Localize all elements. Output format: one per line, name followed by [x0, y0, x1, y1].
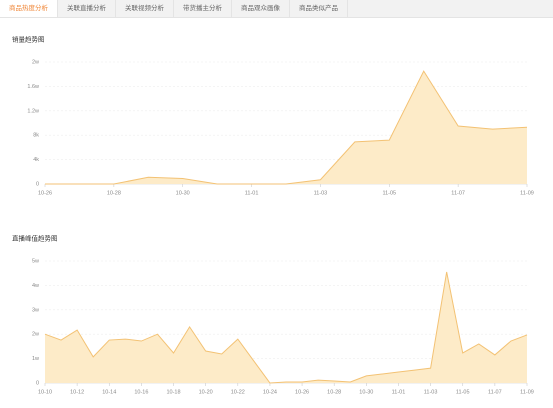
chart-title: 销量趋势图 [12, 35, 45, 44]
chart-title: 直播峰值趋势图 [12, 234, 58, 243]
x-tick-label: 10-16 [134, 389, 148, 395]
x-tick-label: 10-26 [295, 389, 309, 395]
y-tick-label: 1.6w [27, 84, 39, 90]
x-tick-label: 10-28 [327, 389, 341, 395]
y-tick-label: 1w [32, 356, 39, 362]
x-tick-label: 11-05 [382, 190, 396, 196]
area-fill [45, 71, 527, 184]
x-tick-label: 10-30 [176, 190, 190, 196]
y-tick-label: 8k [33, 133, 39, 139]
y-tick-label: 4w [32, 283, 39, 289]
x-tick-label: 11-05 [456, 389, 470, 395]
y-tick-label: 2w [32, 332, 39, 338]
x-tick-label: 11-03 [314, 190, 328, 196]
x-tick-label: 10-10 [38, 389, 52, 395]
x-tick-label: 11-01 [392, 389, 406, 395]
x-tick-label: 10-12 [70, 389, 84, 395]
area-line [44, 271, 528, 384]
x-tick-label: 11-09 [520, 389, 534, 395]
tab[interactable]: 商品类似产品 [290, 0, 348, 17]
tab-bar: 商品热度分析 关联直播分析 关联视频分析 带货播主分析 商品观众画像 商品类似产品 [0, 0, 553, 18]
x-tick-label: 10-24 [263, 389, 277, 395]
area-fill [45, 271, 527, 383]
y-tick-label: 1.2w [27, 108, 39, 114]
charts: 销量趋势图 0 4k 8k 1.2w 1.6w 2w 10-26 10-28 10-30 11-01… [12, 35, 534, 396]
tab[interactable]: 商品观众画像 [232, 0, 290, 17]
x-tick-label: 10-18 [166, 389, 180, 395]
x-tick-label: 11-01 [245, 190, 259, 196]
y-tick-label: 4k [33, 157, 39, 163]
y-tick-label: 2w [32, 59, 39, 65]
x-tick-label: 10-14 [102, 389, 116, 395]
x-tick-label: 11-07 [488, 389, 502, 395]
x-tick-label: 10-26 [38, 190, 52, 196]
tab[interactable]: 商品热度分析 [0, 0, 58, 17]
x-tick-label: 10-22 [231, 389, 245, 395]
x-tick-label: 10-28 [107, 190, 121, 196]
tab[interactable]: 关联视频分析 [116, 0, 174, 17]
x-tick-label: 11-09 [520, 190, 534, 196]
y-tick-label: 3w [32, 307, 39, 313]
x-tick-label: 11-03 [424, 389, 438, 395]
x-tick-label: 11-07 [451, 190, 465, 196]
tab[interactable]: 带货播主分析 [174, 0, 232, 17]
y-tick-label: 0 [36, 181, 39, 187]
area-line [45, 70, 528, 185]
x-tick-label: 10-30 [359, 389, 373, 395]
tab[interactable]: 关联直播分析 [58, 0, 116, 17]
x-tick-label: 10-20 [199, 389, 213, 395]
y-tick-label: 5w [32, 258, 39, 264]
y-tick-label: 0 [36, 380, 39, 386]
